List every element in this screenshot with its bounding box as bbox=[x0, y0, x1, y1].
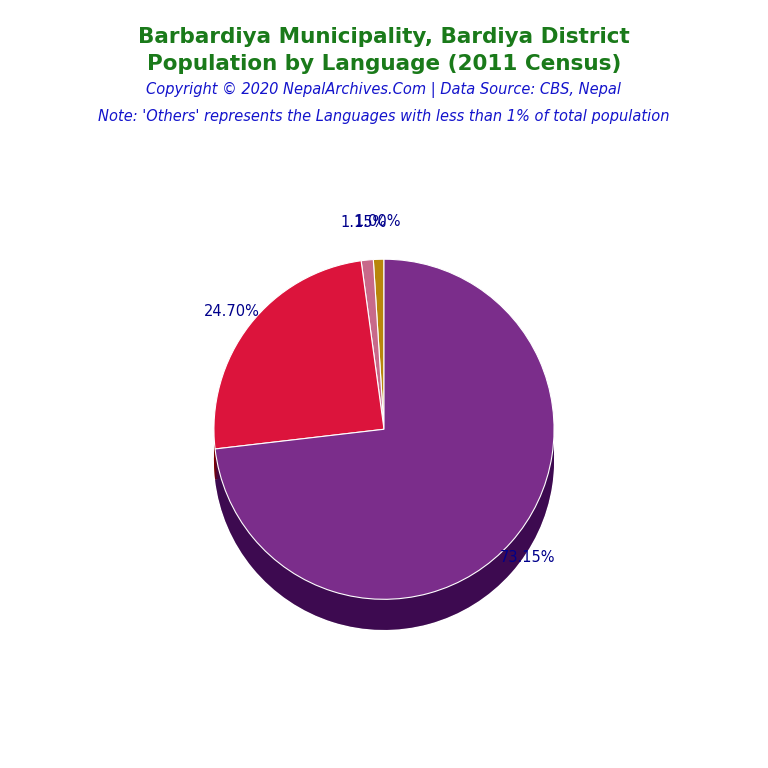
Wedge shape bbox=[373, 266, 384, 437]
Text: Barbardiya Municipality, Bardiya District: Barbardiya Municipality, Bardiya Distric… bbox=[138, 27, 630, 47]
Wedge shape bbox=[373, 278, 384, 449]
Wedge shape bbox=[361, 283, 384, 452]
Wedge shape bbox=[361, 260, 384, 429]
Text: 1.15%: 1.15% bbox=[340, 215, 386, 230]
Wedge shape bbox=[373, 260, 384, 429]
Text: Copyright © 2020 NepalArchives.Com | Data Source: CBS, Nepal: Copyright © 2020 NepalArchives.Com | Dat… bbox=[147, 82, 621, 98]
Wedge shape bbox=[215, 266, 554, 607]
Wedge shape bbox=[214, 264, 384, 453]
Text: 73.15%: 73.15% bbox=[500, 550, 555, 564]
Wedge shape bbox=[214, 272, 384, 461]
Wedge shape bbox=[215, 274, 554, 614]
Wedge shape bbox=[215, 282, 554, 622]
Wedge shape bbox=[373, 286, 384, 456]
Wedge shape bbox=[215, 278, 554, 618]
Wedge shape bbox=[361, 271, 384, 441]
Wedge shape bbox=[361, 290, 384, 460]
Wedge shape bbox=[373, 270, 384, 441]
Wedge shape bbox=[214, 291, 384, 479]
Wedge shape bbox=[215, 286, 554, 626]
Wedge shape bbox=[361, 267, 384, 437]
Text: 24.70%: 24.70% bbox=[204, 304, 260, 319]
Wedge shape bbox=[214, 287, 384, 475]
Text: 1.00%: 1.00% bbox=[354, 214, 401, 230]
Wedge shape bbox=[214, 276, 384, 465]
Wedge shape bbox=[373, 274, 384, 445]
Wedge shape bbox=[361, 275, 384, 445]
Wedge shape bbox=[373, 290, 384, 460]
Wedge shape bbox=[373, 290, 384, 460]
Wedge shape bbox=[373, 282, 384, 452]
Wedge shape bbox=[214, 280, 384, 468]
Wedge shape bbox=[214, 268, 384, 457]
Wedge shape bbox=[361, 279, 384, 449]
Text: Note: 'Others' represents the Languages with less than 1% of total population: Note: 'Others' represents the Languages … bbox=[98, 109, 670, 124]
Wedge shape bbox=[215, 260, 554, 599]
Wedge shape bbox=[361, 286, 384, 456]
Wedge shape bbox=[214, 261, 384, 449]
Wedge shape bbox=[215, 263, 554, 603]
Wedge shape bbox=[361, 290, 384, 460]
Wedge shape bbox=[215, 290, 554, 630]
Wedge shape bbox=[373, 263, 384, 433]
Wedge shape bbox=[215, 290, 554, 630]
Wedge shape bbox=[214, 283, 384, 472]
Wedge shape bbox=[214, 291, 384, 479]
Wedge shape bbox=[361, 263, 384, 433]
Text: Population by Language (2011 Census): Population by Language (2011 Census) bbox=[147, 54, 621, 74]
Wedge shape bbox=[215, 270, 554, 611]
